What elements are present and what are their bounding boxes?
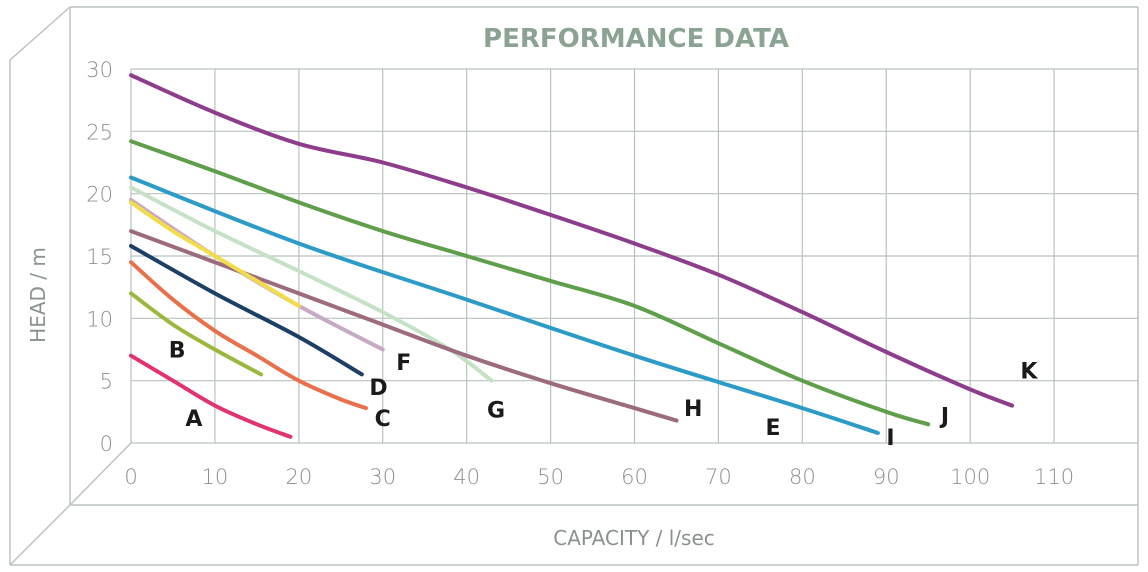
x-tick-label: 40 — [453, 465, 480, 489]
x-tick-label: 30 — [369, 465, 396, 489]
y-tick-label: 10 — [86, 307, 113, 331]
series-label-i: I — [886, 426, 894, 451]
series-label-c: C — [375, 407, 391, 432]
series-line-d — [129, 244, 364, 377]
x-tick-label: 20 — [285, 465, 312, 489]
series-line-f — [129, 197, 385, 352]
x-tick-label: 100 — [950, 465, 990, 489]
series-label-d: D — [369, 376, 387, 401]
series-line-i — [129, 200, 301, 308]
x-tick-label: 90 — [873, 465, 900, 489]
grid — [130, 68, 1139, 444]
series-line-e — [129, 175, 880, 435]
series-lines — [129, 73, 1015, 439]
y-tick-label: 5 — [100, 370, 113, 394]
series-label-b: B — [169, 339, 186, 364]
y-axis-title: HEAD / m — [26, 247, 50, 343]
series-label-g: G — [487, 398, 505, 423]
series-labels: A B CD E F G H I J K — [169, 339, 1039, 451]
x-tick-label: 0 — [124, 465, 137, 489]
series-label-a: A — [185, 407, 202, 432]
series-line-k — [129, 73, 1015, 408]
y-tick-label: 0 — [100, 432, 113, 456]
series-label-f: F — [396, 351, 411, 376]
x-tick-label: 80 — [789, 465, 816, 489]
x-tick-label: 60 — [621, 465, 648, 489]
chart-title: PERFORMANCE DATA — [483, 24, 789, 54]
y-tick-label: 20 — [86, 183, 113, 207]
series-label-k: K — [1020, 360, 1038, 385]
y-tick-label: 25 — [86, 120, 113, 144]
x-tick-label: 110 — [1034, 465, 1074, 489]
x-tick-label: 10 — [202, 465, 229, 489]
y-axis-ticks: 0 5 10 15 20 25 30 — [86, 58, 113, 456]
series-line-j — [129, 139, 931, 427]
series-line-c — [129, 260, 368, 411]
series-line-b — [129, 291, 264, 377]
x-tick-label: 70 — [705, 465, 732, 489]
y-tick-label: 30 — [86, 58, 113, 82]
series-label-e: E — [765, 416, 780, 441]
series-line-a — [129, 353, 293, 439]
x-tick-label: 50 — [537, 465, 564, 489]
series-line-h — [129, 229, 679, 423]
y-tick-label: 15 — [86, 245, 113, 269]
series-label-h: H — [684, 397, 702, 422]
series-label-j: J — [939, 405, 949, 430]
x-axis-ticks: 0 10 20 30 40 50 60 70 80 90 100 110 — [124, 465, 1074, 489]
x-axis-title: CAPACITY / l/sec — [553, 526, 715, 550]
